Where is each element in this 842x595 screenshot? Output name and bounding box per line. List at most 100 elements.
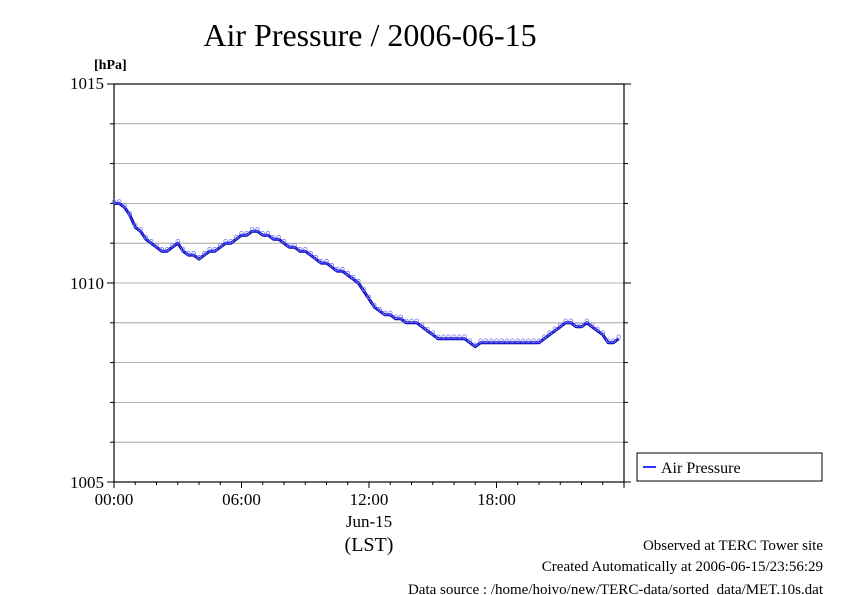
y-tick-label-1015: 1015 [70, 74, 104, 93]
data-point-32 [281, 238, 287, 244]
data-point-89 [584, 318, 589, 323]
data-point-36 [303, 246, 308, 252]
data-point-8 [154, 242, 159, 248]
data-point-65 [457, 334, 462, 339]
data-point-51 [382, 310, 388, 315]
data-point-22 [228, 238, 234, 244]
data-point-95 [616, 334, 621, 339]
data-point-83 [552, 326, 558, 331]
data-point-50 [377, 306, 382, 312]
data-point-49 [372, 302, 377, 308]
data-point-30 [271, 234, 276, 240]
footer-site-note: Observed at TERC Tower site [643, 538, 823, 554]
data-point-24 [239, 230, 244, 236]
axis-ticks [107, 83, 631, 488]
data-point-3 [127, 211, 133, 216]
data-point-53 [393, 314, 398, 319]
x-tick-label-1800: 18:00 [477, 490, 516, 509]
data-point-38 [313, 254, 319, 260]
data-point-9 [159, 246, 164, 252]
data-point-31 [276, 234, 281, 240]
data-point-28 [260, 230, 265, 236]
data-point-87 [574, 322, 579, 327]
legend-label: Air Pressure [661, 460, 741, 477]
data-point-18 [207, 246, 212, 252]
data-point-62 [441, 334, 446, 339]
data-point-79 [531, 338, 536, 343]
data-point-58 [419, 322, 425, 327]
data-point-27 [255, 227, 260, 232]
y-tick-label-1010: 1010 [70, 274, 104, 293]
y-tick-label-1005: 1005 [70, 473, 104, 492]
data-point-44 [345, 270, 350, 276]
data-point-46 [356, 278, 361, 284]
data-point-94 [611, 338, 616, 343]
data-point-92 [600, 330, 605, 335]
footer-created-note: Created Automatically at 2006-06-15/23:5… [542, 559, 823, 575]
gridlines [114, 123, 624, 443]
data-point-86 [568, 318, 574, 323]
data-point-35 [297, 246, 303, 252]
data-point-12 [175, 238, 180, 244]
data-point-20 [218, 242, 223, 248]
data-point-52 [388, 310, 393, 315]
data-point-21 [223, 238, 228, 244]
data-point-82 [547, 330, 552, 335]
data-point-45 [350, 274, 356, 280]
data-point-57 [414, 318, 419, 323]
y-axis-unit-label: [hPa] [94, 58, 127, 73]
data-point-47 [361, 286, 366, 292]
data-point-15 [191, 250, 196, 256]
x-tick-label-0600: 06:00 [222, 490, 261, 509]
data-point-14 [186, 250, 191, 256]
data-point-29 [265, 230, 271, 236]
legend-box [636, 452, 823, 482]
chart-title: Air Pressure / 2006-06-15 [203, 17, 536, 53]
data-point-59 [425, 326, 430, 331]
data-point-88 [579, 322, 584, 327]
data-point-48 [366, 294, 372, 300]
data-point-0 [111, 199, 117, 204]
data-point-90 [589, 322, 595, 327]
series-line-0 [114, 202, 620, 348]
data-point-25 [244, 230, 249, 236]
data-point-39 [319, 258, 324, 264]
data-point-74 [504, 338, 510, 343]
data-point-23 [233, 234, 239, 240]
data-point-5 [138, 227, 143, 232]
data-point-37 [308, 250, 313, 256]
data-point-17 [202, 250, 207, 256]
data-point-11 [170, 242, 175, 248]
data-point-76 [515, 338, 520, 343]
data-point-85 [563, 318, 568, 323]
data-point-66 [462, 334, 467, 339]
data-point-91 [595, 326, 600, 331]
x-date-label: Jun-15 [346, 512, 392, 531]
data-point-55 [404, 318, 409, 323]
data-point-63 [446, 334, 451, 339]
data-point-10 [164, 246, 170, 252]
data-point-16 [196, 254, 202, 260]
data-point-77 [520, 338, 526, 343]
data-point-7 [148, 238, 154, 244]
data-point-26 [249, 227, 255, 232]
data-point-70 [483, 338, 489, 343]
data-point-41 [329, 262, 334, 268]
x-tick-label-1200: 12:00 [350, 490, 389, 509]
data-point-42 [334, 266, 340, 272]
data-point-54 [398, 314, 404, 319]
data-point-78 [526, 338, 531, 343]
data-point-61 [435, 334, 441, 339]
data-point-56 [409, 318, 414, 323]
data-point-73 [499, 338, 504, 343]
data-point-13 [180, 246, 186, 252]
data-point-1 [117, 199, 122, 204]
series-line-shadow-0 [114, 201, 620, 349]
data-point-43 [340, 266, 345, 272]
data-point-84 [558, 322, 563, 327]
x-tick-label-0000: 00:00 [95, 490, 134, 509]
data-point-33 [287, 242, 292, 248]
data-point-72 [494, 338, 499, 343]
data-point-67 [467, 338, 473, 343]
